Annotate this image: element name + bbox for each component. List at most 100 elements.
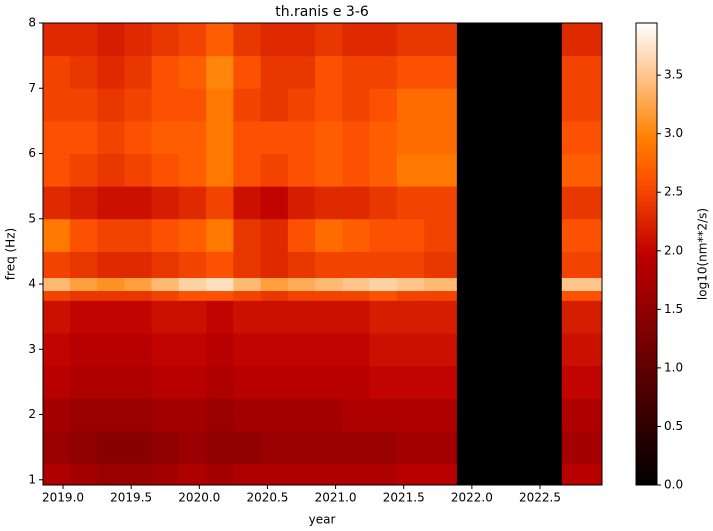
x-tick-label: 2022.0 bbox=[451, 491, 493, 505]
heatmap-cell bbox=[287, 430, 316, 464]
heatmap-cell bbox=[342, 120, 371, 155]
heatmap-cell bbox=[69, 398, 98, 432]
heatmap-cell bbox=[178, 153, 207, 187]
heatmap-cell bbox=[287, 398, 316, 432]
heatmap-cell bbox=[424, 430, 458, 464]
heatmap-cell bbox=[396, 398, 425, 432]
heatmap-cell bbox=[396, 332, 425, 367]
heatmap-cell bbox=[396, 88, 425, 122]
heatmap-cell bbox=[69, 55, 98, 89]
heatmap-cell bbox=[342, 218, 371, 252]
heatmap-cell bbox=[42, 398, 71, 432]
heatmap-cell bbox=[233, 290, 262, 301]
heatmap-cell bbox=[69, 23, 98, 57]
heatmap-cell bbox=[342, 332, 371, 367]
heatmap-cell bbox=[151, 332, 180, 367]
heatmap-cell bbox=[424, 463, 458, 486]
heatmap-cell bbox=[424, 23, 458, 57]
heatmap-cell bbox=[206, 120, 234, 155]
heatmap-cell bbox=[260, 218, 289, 252]
x-tick-label: 2021.5 bbox=[383, 491, 425, 505]
heatmap-cell bbox=[342, 153, 371, 187]
heatmap-cell bbox=[97, 290, 125, 301]
heatmap-cell bbox=[396, 120, 425, 155]
heatmap-cell bbox=[260, 251, 289, 278]
heatmap-cell bbox=[206, 55, 234, 89]
heatmap-cell bbox=[233, 153, 262, 187]
heatmap-cell bbox=[69, 88, 98, 122]
heatmap-cell bbox=[260, 332, 289, 367]
heatmap-cell bbox=[151, 88, 180, 122]
heatmap-cell bbox=[260, 88, 289, 122]
heatmap-cell bbox=[151, 55, 180, 89]
heatmap-cell bbox=[369, 365, 398, 399]
heatmap-cell bbox=[124, 398, 153, 432]
y-tick-label: 6 bbox=[28, 146, 36, 160]
heatmap-cell bbox=[69, 251, 98, 278]
heatmap-cell bbox=[396, 218, 425, 252]
heatmap-cell bbox=[342, 365, 371, 399]
heatmap-cell bbox=[151, 277, 180, 292]
heatmap-cell bbox=[206, 398, 234, 432]
heatmap-cell bbox=[97, 153, 125, 187]
heatmap-cell bbox=[342, 398, 371, 432]
heatmap-cell bbox=[561, 23, 602, 57]
heatmap-cell bbox=[42, 218, 71, 252]
heatmap-cell bbox=[97, 398, 125, 432]
heatmap-cell bbox=[233, 251, 262, 278]
heatmap-cell bbox=[206, 300, 234, 334]
heatmap-cell bbox=[124, 153, 153, 187]
y-tick-label: 3 bbox=[28, 342, 36, 356]
heatmap-cell bbox=[206, 218, 234, 252]
heatmap-cell bbox=[561, 277, 602, 292]
heatmap-cell bbox=[260, 365, 289, 399]
heatmap-cell bbox=[561, 332, 602, 367]
heatmap-cell bbox=[287, 88, 316, 122]
heatmap-cell bbox=[97, 430, 125, 464]
heatmap-cell bbox=[206, 23, 234, 57]
heatmap-cell bbox=[124, 332, 153, 367]
heatmap-cell bbox=[97, 463, 125, 486]
heatmap-cell bbox=[233, 277, 262, 292]
heatmap-cell bbox=[561, 55, 602, 89]
heatmap-cell bbox=[456, 463, 563, 486]
heatmap-cell bbox=[369, 300, 398, 334]
colorbar-tick-label: 2.0 bbox=[664, 243, 683, 257]
heatmap-cell bbox=[69, 186, 98, 220]
heatmap-cell bbox=[260, 153, 289, 187]
heatmap-cell bbox=[315, 290, 343, 301]
heatmap-cell bbox=[233, 398, 262, 432]
heatmap-cell bbox=[561, 290, 602, 301]
heatmap-cell bbox=[396, 365, 425, 399]
heatmap-cell bbox=[97, 300, 125, 334]
heatmap-cell bbox=[315, 120, 343, 155]
x-tick-label: 2020.0 bbox=[178, 491, 220, 505]
heatmap-cell bbox=[206, 186, 234, 220]
heatmap-cell bbox=[69, 153, 98, 187]
heatmap-cell bbox=[260, 430, 289, 464]
heatmap-cell bbox=[206, 251, 234, 278]
heatmap-cell bbox=[97, 251, 125, 278]
heatmap-cell bbox=[233, 430, 262, 464]
heatmap-cell bbox=[206, 365, 234, 399]
heatmap-cell bbox=[456, 186, 563, 220]
colorbar-label: log10(nm**2/s) bbox=[696, 208, 710, 300]
heatmap-cell bbox=[42, 277, 71, 292]
heatmap-cell bbox=[342, 88, 371, 122]
y-axis-label: freq (Hz) bbox=[4, 228, 18, 280]
heatmap-cell bbox=[315, 365, 343, 399]
heatmap-cell bbox=[233, 365, 262, 399]
heatmap-cell bbox=[97, 277, 125, 292]
heatmap-cell bbox=[42, 300, 71, 334]
heatmap-cell bbox=[42, 365, 71, 399]
heatmap-cell bbox=[369, 430, 398, 464]
heatmap-cell bbox=[124, 251, 153, 278]
plot-frame bbox=[42, 22, 603, 486]
heatmap-cell bbox=[178, 55, 207, 89]
heatmap-cell bbox=[233, 120, 262, 155]
heatmap-cell bbox=[69, 300, 98, 334]
heatmap-cell bbox=[456, 55, 563, 89]
heatmap-cell bbox=[178, 277, 207, 292]
heatmap-cell bbox=[178, 365, 207, 399]
